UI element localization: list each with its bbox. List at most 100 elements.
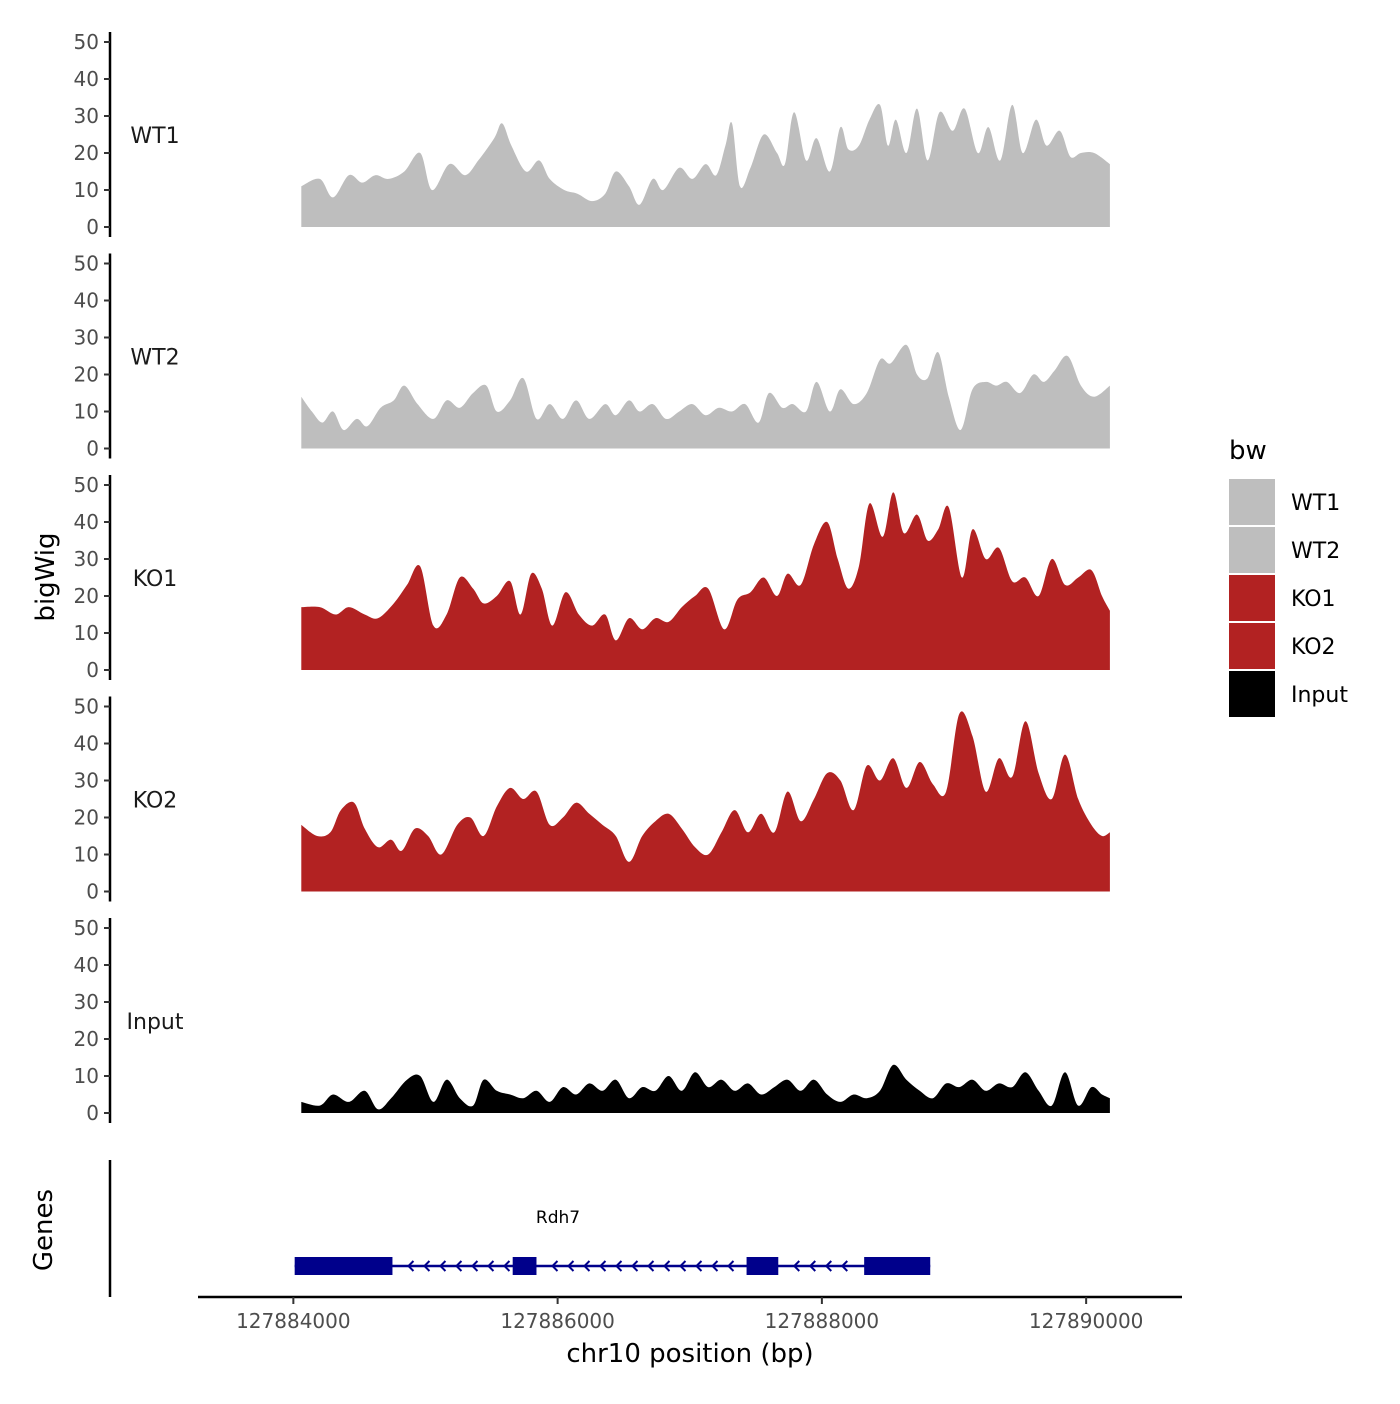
legend-swatch — [1229, 623, 1275, 669]
strand-arrow — [439, 1260, 447, 1272]
strand-arrow — [599, 1260, 607, 1272]
legend-item-ko1: KO1 — [1229, 575, 1336, 621]
y-tick-label: 30 — [74, 990, 99, 1014]
y-tick-label: 50 — [74, 695, 99, 719]
y-tick-label: 40 — [74, 732, 99, 756]
y-tick-label: 10 — [74, 178, 99, 202]
strand-arrow — [711, 1260, 719, 1272]
x-axis: 127884000 127886000 127888000 127890000 — [198, 1295, 1182, 1333]
gene-panel: Rdh7 — [108, 1160, 931, 1297]
legend-label: WT2 — [1291, 539, 1340, 564]
strand-arrow — [679, 1260, 687, 1272]
legend-item-input: Input — [1229, 671, 1348, 717]
track-ko2: 0 10 20 30 40 50 KO2 — [74, 695, 1110, 904]
signal-area-wt2 — [301, 344, 1110, 449]
signal-area-ko1 — [301, 492, 1110, 670]
legend-label: KO2 — [1291, 635, 1336, 660]
gene-model: Rdh7 — [294, 1208, 931, 1275]
y-tick-label: 20 — [74, 141, 99, 165]
gene-exon — [512, 1257, 537, 1275]
y-tick-label: 20 — [74, 584, 99, 608]
strand-arrow — [808, 1260, 816, 1272]
track-label: WT1 — [130, 124, 179, 149]
y-tick-label: 10 — [74, 400, 99, 424]
y-tick-label: 50 — [74, 252, 99, 276]
strand-arrow — [503, 1260, 511, 1272]
tracks-group: 0 10 20 30 40 50 WT1 0 10 20 30 40 50 WT2 0 10 20 30 40 50 K… — [74, 30, 1110, 1125]
legend-item-wt2: WT2 — [1229, 527, 1340, 573]
y-tick-label: 0 — [86, 437, 99, 461]
y-tick-label: 0 — [86, 658, 99, 682]
y-axis-title: bigWig — [31, 532, 61, 621]
x-axis-title: chr10 position (bp) — [566, 1339, 813, 1369]
strand-arrow — [551, 1260, 559, 1272]
y-tick-label: 20 — [74, 806, 99, 830]
strand-arrow — [647, 1260, 655, 1272]
y-tick-label: 50 — [74, 473, 99, 497]
legend-swatch — [1229, 479, 1275, 525]
legend: bw WT1 WT2 KO1 KO2 Input — [1229, 436, 1348, 717]
track-label: Input — [127, 1010, 184, 1035]
strand-arrow — [583, 1260, 591, 1272]
gene-exon — [864, 1257, 931, 1275]
gene-name-label: Rdh7 — [536, 1208, 580, 1228]
signal-area-wt1 — [301, 104, 1110, 227]
strand-arrow — [471, 1260, 479, 1272]
y-tick-label: 0 — [86, 1101, 99, 1125]
legend-swatch — [1229, 575, 1275, 621]
legend-label: Input — [1291, 683, 1348, 708]
legend-label: WT1 — [1291, 491, 1340, 516]
y-tick-label: 20 — [74, 363, 99, 387]
strand-arrow — [487, 1260, 495, 1272]
signal-area-ko2 — [301, 711, 1110, 892]
y-tick-label: 30 — [74, 326, 99, 350]
y-tick-label: 50 — [74, 916, 99, 940]
track-wt2: 0 10 20 30 40 50 WT2 — [74, 252, 1110, 461]
legend-swatch — [1229, 527, 1275, 573]
legend-item-ko2: KO2 — [1229, 623, 1336, 669]
strand-arrow — [695, 1260, 703, 1272]
genes-axis-title: Genes — [29, 1189, 59, 1271]
strand-arrow — [727, 1260, 735, 1272]
strand-arrow — [407, 1260, 415, 1272]
x-tick-label: 127884000 — [236, 1309, 351, 1333]
y-tick-label: 20 — [74, 1027, 99, 1051]
x-tick-label: 127890000 — [1029, 1309, 1144, 1333]
y-tick-label: 10 — [74, 843, 99, 867]
y-tick-label: 30 — [74, 769, 99, 793]
track-label: KO2 — [133, 789, 178, 814]
strand-arrow — [840, 1260, 848, 1272]
y-tick-label: 0 — [86, 215, 99, 239]
y-tick-label: 40 — [74, 289, 99, 313]
strand-arrow — [423, 1260, 431, 1272]
track-label: KO1 — [133, 567, 178, 592]
y-tick-label: 40 — [74, 510, 99, 534]
y-tick-label: 40 — [74, 953, 99, 977]
legend-title: bw — [1229, 436, 1267, 466]
legend-swatch — [1229, 671, 1275, 717]
y-tick-label: 0 — [86, 880, 99, 904]
x-tick-label: 127888000 — [765, 1309, 880, 1333]
y-tick-label: 50 — [74, 30, 99, 54]
strand-arrow — [631, 1260, 639, 1272]
track-ko1: 0 10 20 30 40 50 KO1 — [74, 473, 1110, 682]
y-tick-label: 30 — [74, 547, 99, 571]
track-input: 0 10 20 30 40 50 Input — [74, 916, 1110, 1125]
strand-arrow — [824, 1260, 832, 1272]
strand-arrow — [455, 1260, 463, 1272]
strand-arrow — [792, 1260, 800, 1272]
track-label: WT2 — [130, 346, 179, 371]
y-tick-label: 10 — [74, 621, 99, 645]
gene-exon — [294, 1257, 393, 1275]
gene-exon — [746, 1257, 779, 1275]
legend-label: KO1 — [1291, 587, 1336, 612]
y-tick-label: 40 — [74, 67, 99, 91]
strand-arrow — [567, 1260, 575, 1272]
signal-area-input — [301, 1064, 1110, 1113]
x-tick-label: 127886000 — [500, 1309, 615, 1333]
y-tick-label: 10 — [74, 1064, 99, 1088]
legend-item-wt1: WT1 — [1229, 479, 1340, 525]
